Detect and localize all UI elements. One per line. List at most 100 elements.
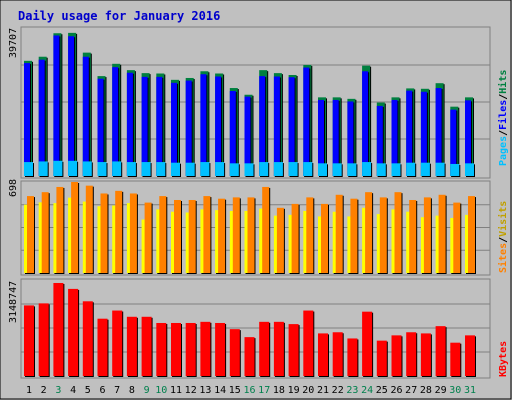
kbytes-bar: [273, 321, 284, 376]
x-tick-label: 31: [464, 385, 476, 396]
files-bar: [465, 100, 471, 176]
files-bar: [347, 101, 354, 176]
files-bar: [156, 76, 163, 176]
sites-bar: [335, 194, 343, 273]
sites-bar: [276, 207, 284, 273]
files-bar: [200, 74, 207, 176]
sites-bar: [188, 199, 196, 273]
pages-bar: [420, 162, 430, 176]
kbytes-bar: [229, 329, 240, 376]
kbytes-bar: [465, 335, 475, 376]
kbytes-bar: [347, 338, 358, 376]
x-tick-label: 7: [114, 385, 120, 396]
sites-bar: [468, 196, 475, 273]
x-tick-label: 19: [288, 385, 300, 396]
files-bar: [229, 91, 236, 176]
x-tick-label: 20: [302, 385, 314, 396]
pages-bar: [82, 161, 92, 176]
pages-bar: [259, 162, 269, 176]
files-bar: [126, 72, 133, 176]
kbytes-bar: [141, 316, 152, 376]
pages-bar: [171, 162, 180, 176]
kbytes-bar: [200, 321, 211, 376]
sites-bar: [144, 202, 152, 273]
kbytes-bar: [171, 322, 181, 376]
files-bar: [185, 80, 192, 176]
pages-bar: [303, 162, 313, 176]
pages-bar: [229, 163, 239, 176]
pages-bar: [435, 162, 445, 176]
x-tick-label: 28: [420, 385, 432, 396]
x-tick-label: 8: [129, 385, 135, 396]
files-bar: [53, 35, 60, 176]
sites-bar: [306, 197, 314, 273]
files-bar: [215, 76, 222, 176]
pages-bar: [376, 163, 386, 176]
kbytes-bar: [53, 282, 64, 376]
pages-bar: [185, 162, 195, 176]
sites-bar: [56, 186, 64, 273]
x-tick-label: 12: [185, 385, 197, 396]
files-bar: [24, 63, 30, 177]
files-bar: [362, 71, 369, 176]
files-bar: [82, 56, 89, 176]
kbytes-bar: [24, 305, 34, 376]
files-bar: [318, 99, 324, 176]
files-bar: [141, 76, 148, 176]
sites-bar: [218, 198, 226, 273]
x-tick-label: 27: [405, 385, 417, 396]
x-tick-label: 17: [258, 385, 270, 396]
x-tick-label: 4: [70, 385, 76, 396]
pages-bar: [200, 162, 210, 176]
legend-pages: Pages: [498, 136, 509, 166]
files-bar: [68, 36, 75, 176]
x-tick-label: 5: [85, 385, 91, 396]
sites-bar: [438, 194, 446, 273]
hits-files-pages-legend: Pages/Files/Hits: [497, 70, 509, 166]
sites-bar: [321, 203, 328, 273]
x-tick-label: 23: [346, 385, 358, 396]
kbytes-bar: [450, 342, 461, 376]
sites-bar: [159, 196, 167, 273]
x-tick-label: 21: [317, 385, 329, 396]
pages-bar: [362, 162, 372, 176]
kbytes-bar: [82, 301, 93, 376]
x-axis-day-labels: 1 2 3 4 5 6 7 8 9 10 11 12 13 14 15 16 17 18 19 20 21 22 23 24 2…: [26, 385, 476, 396]
x-tick-label: 30: [449, 385, 461, 396]
legend-visits: Visits: [497, 201, 509, 237]
kbytes-bar: [318, 333, 328, 376]
sites-bar: [100, 193, 108, 273]
x-tick-label: 16: [243, 385, 255, 396]
x-tick-label: 1: [26, 385, 32, 396]
kbytes-bar: [259, 321, 270, 376]
x-tick-label: 6: [99, 385, 105, 396]
x-tick-label: 13: [199, 385, 211, 396]
pages-bar: [391, 163, 401, 176]
files-bar: [450, 109, 457, 176]
kbytes-bar: [185, 322, 196, 376]
sites-ymax-label: 698: [8, 179, 19, 197]
kbytes-bar: [97, 318, 108, 376]
pages-bar: [288, 162, 298, 176]
files-bar: [38, 59, 45, 176]
files-bar: [259, 76, 266, 176]
pages-bar: [24, 162, 33, 176]
files-bar: [97, 78, 104, 176]
kbytes-bar: [244, 337, 255, 376]
legend-files: Files: [497, 100, 509, 130]
x-tick-label: 26: [390, 385, 402, 396]
sites-bar: [394, 192, 402, 273]
sites-bar: [85, 185, 93, 273]
pages-bar: [244, 163, 254, 176]
sites-bar: [409, 199, 417, 273]
sites-bar: [350, 198, 358, 273]
x-tick-label: 24: [361, 385, 373, 396]
pages-bar: [97, 162, 107, 176]
pages-bar: [332, 163, 342, 176]
x-tick-label: 18: [273, 385, 285, 396]
pages-bar: [465, 163, 474, 176]
pages-bar: [318, 163, 327, 176]
x-tick-label: 22: [332, 385, 344, 396]
kbytes-ymax-label: 3148747: [8, 281, 19, 323]
